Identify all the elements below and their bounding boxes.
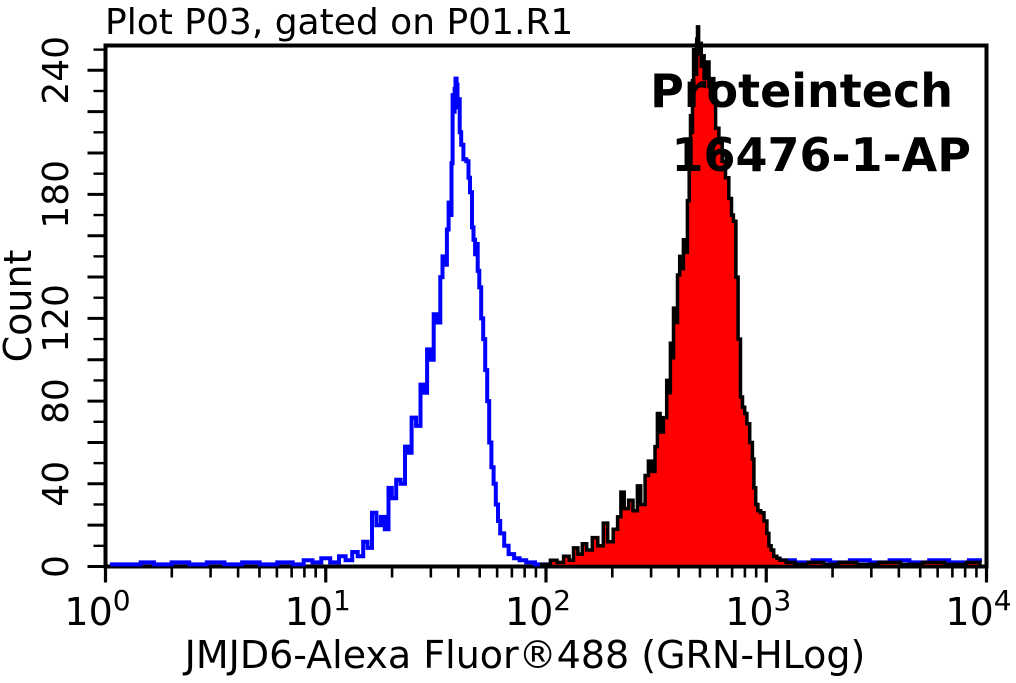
- x-tick-label: 104: [945, 584, 1011, 634]
- y-tick-labels: 0 40 80 120 180 240: [36, 36, 77, 578]
- series-curves: [109, 25, 982, 569]
- x-tick-label: 103: [725, 584, 791, 634]
- y-axis-label: Count: [0, 250, 40, 363]
- plot-title: Plot P03, gated on P01.R1: [105, 2, 573, 43]
- annotation-brand: Proteintech: [650, 64, 953, 118]
- x-tick-label: 100: [64, 584, 130, 634]
- annotation-catalog: 16476-1-AP: [671, 128, 971, 182]
- y-tick-label: 120: [36, 284, 77, 353]
- y-tick-label: 180: [36, 160, 77, 229]
- y-tick-label: 240: [36, 36, 77, 105]
- y-tick-label: 40: [36, 461, 77, 507]
- sample-histogram-curve: [539, 25, 982, 569]
- y-ticks: [87, 48, 105, 568]
- x-ticks: [103, 567, 989, 583]
- x-tick-labels: 100 101 102 103 104: [64, 584, 1011, 634]
- y-tick-label: 80: [36, 378, 77, 424]
- x-axis: JMJD6-Alexa Fluor®488 (GRN-HLog) 100 101 1…: [64, 567, 1012, 677]
- plot-frame: [103, 43, 989, 569]
- x-axis-label: JMJD6-Alexa Fluor®488 (GRN-HLog): [183, 633, 866, 677]
- x-tick-label: 102: [505, 584, 571, 634]
- y-tick-label: 0: [36, 555, 77, 578]
- x-tick-label: 101: [285, 584, 351, 634]
- y-axis: Count 0 40 80 120 180 240: [0, 36, 105, 578]
